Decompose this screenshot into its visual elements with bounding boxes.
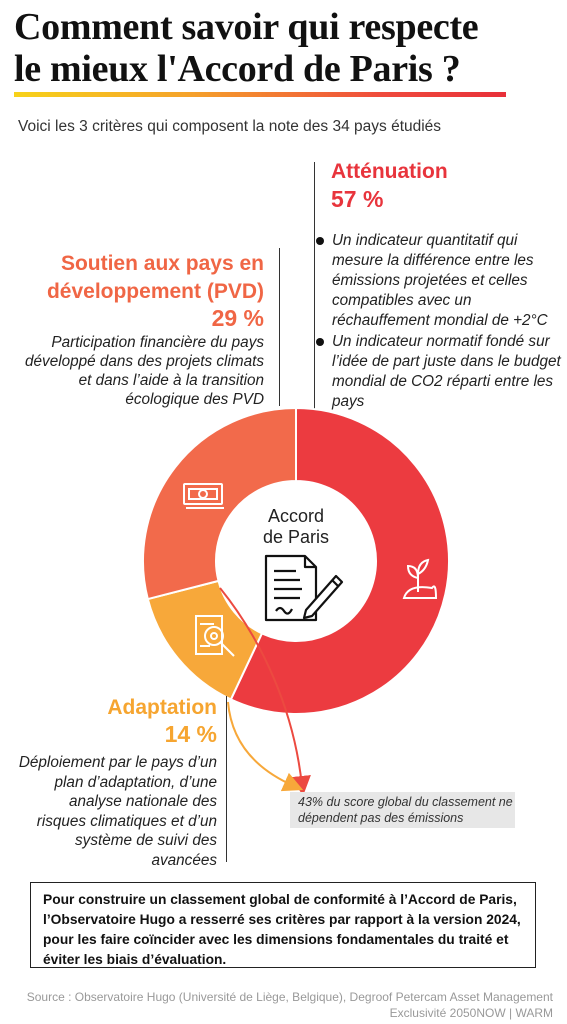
pvd-title: Soutien aux pays en développement (PVD) <box>24 250 264 306</box>
center-label-line-1: Accord <box>268 506 324 526</box>
adaptation-description: Déploiement par le pays d’un plan d’adap… <box>18 754 217 869</box>
donut-hole <box>216 481 376 641</box>
adaptation-title: Adaptation <box>107 696 217 719</box>
adaptation-divider <box>226 696 227 862</box>
credit-line: Exclusivité 2050NOW | WARM <box>389 1006 553 1020</box>
pvd-divider <box>279 248 280 406</box>
title-line-2: le mieux l'Accord de Paris ? <box>14 48 461 90</box>
document-pen-icon <box>264 554 344 622</box>
pvd-description: Participation financière du pays dévelop… <box>25 334 264 408</box>
magnifier-document-icon <box>195 615 235 657</box>
pvd-percent: 29 % <box>211 305 264 331</box>
pvd-arrow <box>219 587 311 796</box>
attenuation-bullet-text: Un indicateur quantitatif qui mesure la … <box>332 232 548 329</box>
subtitle: Voici les 3 critères qui composent la no… <box>18 118 442 135</box>
info-box: Pour construire un classement global de … <box>30 882 536 968</box>
bullet-dot-icon <box>316 338 324 346</box>
center-label-line-2: de Paris <box>263 527 329 547</box>
money-bill-icon <box>183 483 224 509</box>
attenuation-divider <box>314 162 315 410</box>
pvd-title-line-2: développement (PVD) <box>46 280 264 303</box>
title-line-1: Comment savoir qui respecte <box>14 6 479 48</box>
bullet-dot-icon <box>316 237 324 245</box>
attenuation-bullet-text: Un indicateur normatif fondé sur l’idée … <box>332 333 561 410</box>
attenuation-bullet: Un indicateur normatif fondé sur l’idée … <box>316 332 566 412</box>
pvd-title-line-1: Soutien aux pays en <box>60 252 264 275</box>
callout-note: 43% du score global du classement ne dép… <box>290 792 515 828</box>
adaptation-percent: 14 % <box>164 721 217 747</box>
attenuation-percent: 57 % <box>331 186 384 212</box>
plant-sprout-icon <box>402 558 438 599</box>
title-underline <box>14 92 506 97</box>
attenuation-bullet: Un indicateur quantitatif qui mesure la … <box>316 231 566 331</box>
attenuation-title: Atténuation <box>331 160 448 183</box>
source-line: Source : Observatoire Hugo (Université d… <box>26 990 553 1004</box>
page-title: Comment savoir qui respecte le mieux l'A… <box>14 6 559 90</box>
adaptation-arrow <box>227 701 304 792</box>
